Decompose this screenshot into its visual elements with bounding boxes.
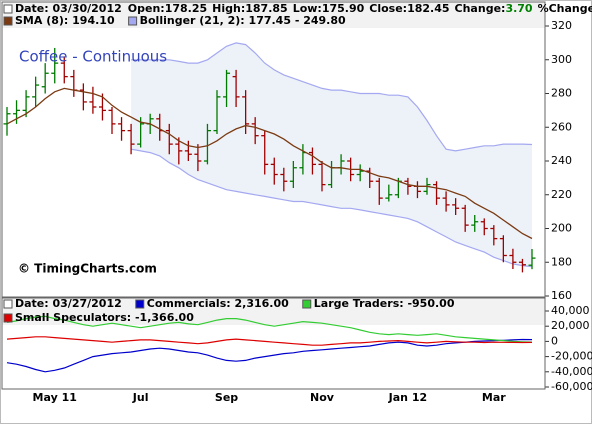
x-tick-label: May 11 <box>33 391 77 404</box>
header-text: Date: 03/27/2012 <box>15 297 122 310</box>
legend-swatch <box>3 4 13 14</box>
y-tick-label: 180 <box>551 255 572 268</box>
legend-label: Commercials: 2,316.00 <box>147 297 289 310</box>
y-tick-label: -40,000 <box>551 365 592 378</box>
y-tick-label: 20,000 <box>551 319 590 332</box>
series-line <box>6 315 533 343</box>
legend-swatch <box>302 299 312 309</box>
band-lower <box>130 148 533 268</box>
header-text: High:187.85 <box>212 2 288 15</box>
sma-line <box>6 87 533 240</box>
y-tick-label: 280 <box>551 87 572 100</box>
header-band <box>2 298 545 325</box>
x-tick-label: Nov <box>310 391 335 404</box>
series-line <box>6 338 533 373</box>
header-text: %Change: <box>538 2 592 15</box>
legend-swatch <box>3 16 13 26</box>
y-tick-label: 0 <box>551 334 558 347</box>
header-text: Date: 03/30/2012 <box>15 2 122 15</box>
header-text: Change: <box>455 2 506 15</box>
band-fill <box>131 42 532 267</box>
legend-swatch <box>135 299 145 309</box>
header-text: 3.70 <box>505 2 532 15</box>
y-tick-label: 260 <box>551 120 572 133</box>
y-tick-label: 160 <box>551 289 572 302</box>
header-band <box>2 2 545 28</box>
panel-border <box>1 1 546 298</box>
chart-title: Coffee - Continuous <box>19 48 167 66</box>
y-tick-label: -20,000 <box>551 350 592 363</box>
header-text: Open:178.25 <box>128 2 207 15</box>
legend-label: Small Speculators: -1,366.00 <box>15 311 194 324</box>
legend-label: Bollinger (21, 2): 177.45 - 249.80 <box>140 14 346 27</box>
y-tick-label: 200 <box>551 222 572 235</box>
legend-swatch <box>3 299 13 309</box>
band-upper <box>131 42 533 152</box>
legend-label: SMA (8): 194.10 <box>15 14 115 27</box>
y-tick-label: 220 <box>551 188 572 201</box>
header-text: Low:175.90 <box>293 2 365 15</box>
legend-label: Large Traders: -950.00 <box>314 297 455 310</box>
x-tick-label: Mar <box>482 391 506 404</box>
y-tick-label: 320 <box>551 19 572 32</box>
watermark: © TimingCharts.com <box>18 262 157 276</box>
x-tick-label: Jan 12 <box>388 391 427 404</box>
y-tick-label: 300 <box>551 53 572 66</box>
y-tick-label: 240 <box>551 154 572 167</box>
y-tick-label: -60,000 <box>551 380 592 393</box>
header-text: Close:182.45 <box>369 2 449 15</box>
x-tick-label: Jul <box>132 391 149 404</box>
y-tick-label: 40,000 <box>551 304 590 317</box>
legend-swatch <box>128 16 138 26</box>
series-line <box>6 336 533 346</box>
legend-swatch <box>3 313 13 323</box>
x-tick-label: Sep <box>215 391 238 404</box>
panel-border <box>1 297 546 390</box>
